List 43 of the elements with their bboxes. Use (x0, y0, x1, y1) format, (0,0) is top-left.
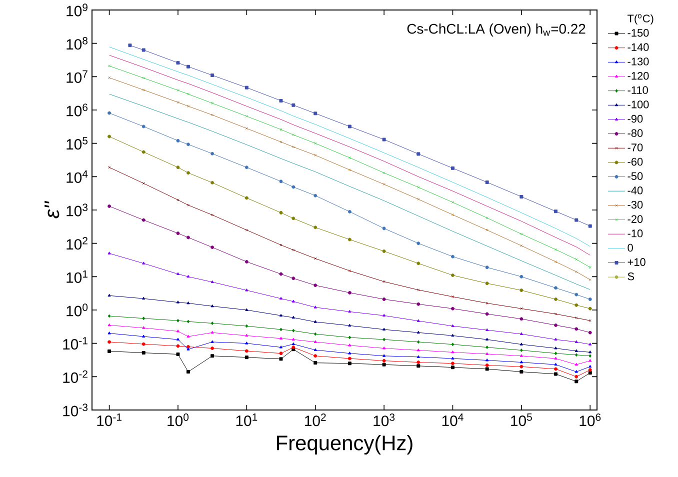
y-tick-label: 10$^{8}$ (66, 37, 88, 50)
legend-label: -130 (628, 58, 649, 66)
legend-label: -90 (628, 114, 643, 123)
x-tick-label: 10$^{3}$ (374, 414, 395, 426)
x-axis-title: Frequency(Hz) (277, 435, 412, 455)
x-tick-label: 10$^{1}$ (236, 414, 258, 426)
y-tick-label: 10$^{5}$ (66, 137, 88, 150)
x-tick-label: 10$^{0}$ (168, 414, 189, 426)
y-tick-label: 10$^{-2}$ (63, 370, 88, 383)
legend-label: +10 (628, 258, 646, 266)
legend-label: -50 (628, 172, 643, 180)
y-tick-label: 10$^{-3}$ (63, 404, 88, 416)
legend-label: -10 (628, 230, 643, 238)
legend-label: -20 (628, 215, 643, 223)
legend-label: -120 (628, 72, 649, 80)
legend-label: -30 (628, 200, 643, 209)
annotation: Cs-ChCL:LA (Oven) h$_{w}$=0.22 (407, 24, 586, 37)
legend-title: T($^{o}$C) (628, 14, 654, 25)
legend-label: S (628, 272, 634, 280)
legend-label: -100 (628, 100, 649, 108)
y-tick-label: 10$^{6}$ (66, 104, 88, 116)
y-tick-label: 10$^{1}$ (66, 270, 88, 283)
y-tick-label: 10$^{4}$ (66, 170, 88, 183)
x-tick-label: 10$^{6}$ (580, 414, 601, 426)
legend-label: -60 (628, 158, 643, 166)
legend-label: -110 (628, 86, 648, 94)
legend-label: -80 (628, 129, 643, 137)
x-tick-label: 10$^{2}$ (305, 414, 326, 426)
y-tick-label: 10$^{7}$ (66, 70, 88, 83)
legend-label: -70 (628, 144, 643, 152)
y-tick-label: 10$^{3}$ (66, 204, 88, 216)
legend-label: -40 (628, 186, 643, 194)
x-tick-label: 10$^{-1}$ (97, 414, 122, 426)
y-axis-title: ε'' (44, 200, 60, 218)
legend-label: -150 (628, 28, 649, 37)
x-tick-label: 10$^{5}$ (511, 414, 532, 426)
legend-label: 0 (628, 244, 633, 252)
legend-label: -140 (628, 43, 649, 52)
y-tick-label: 10$^{9}$ (66, 4, 88, 16)
y-tick-label: 10$^{2}$ (66, 237, 88, 250)
y-tick-label: 10$^{-1}$ (63, 337, 88, 350)
y-tick-label: 10$^{0}$ (66, 304, 88, 316)
x-tick-label: 10$^{4}$ (442, 414, 464, 426)
